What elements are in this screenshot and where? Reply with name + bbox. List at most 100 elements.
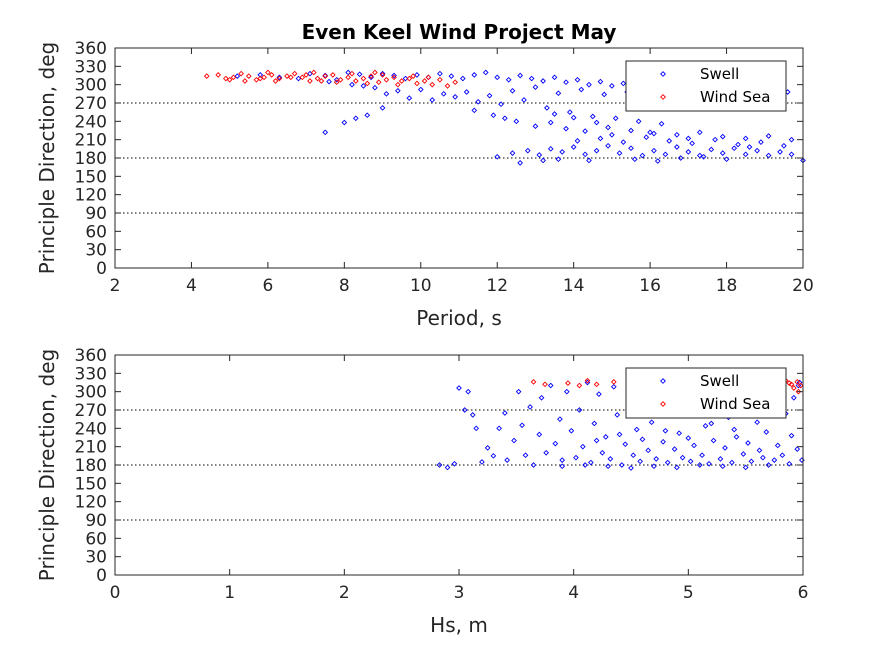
data-point <box>532 84 539 90</box>
data-point <box>322 73 329 79</box>
data-point <box>689 140 695 147</box>
data-point <box>502 410 508 416</box>
data-point <box>708 146 715 153</box>
legend-box <box>625 60 787 112</box>
data-point <box>616 150 623 156</box>
data-point <box>502 115 508 122</box>
data-point <box>788 381 795 388</box>
legend: Swell Wind Sea <box>625 60 787 112</box>
y-tick-label: 120 <box>75 186 107 206</box>
data-point <box>364 80 371 87</box>
data-point <box>479 459 485 465</box>
data-point <box>360 83 367 89</box>
data-point <box>706 460 712 467</box>
data-point <box>591 420 598 427</box>
data-point <box>505 76 512 83</box>
data-point <box>245 73 252 79</box>
data-point <box>456 385 462 391</box>
legend-label: Wind Sea <box>700 88 770 106</box>
y-tick-label: 300 <box>75 76 107 96</box>
data-point <box>552 440 559 447</box>
data-point <box>461 407 468 413</box>
data-point <box>517 160 523 166</box>
data-point <box>326 78 332 85</box>
data-point <box>754 419 760 426</box>
data-point <box>496 425 502 432</box>
data-point <box>352 115 359 122</box>
data-point <box>494 153 501 160</box>
data-point <box>765 152 772 159</box>
data-point <box>486 92 493 99</box>
data-point <box>786 380 793 386</box>
data-point <box>700 153 707 160</box>
data-point <box>620 80 627 87</box>
data-point <box>597 135 604 142</box>
data-point <box>605 142 611 149</box>
x-tick-label: 8 <box>339 276 350 296</box>
data-point <box>513 118 520 125</box>
data-point <box>349 70 355 77</box>
data-point <box>352 78 359 84</box>
data-point <box>628 127 634 134</box>
x-tick-label: 5 <box>683 583 694 603</box>
data-point <box>685 135 692 142</box>
data-point <box>717 456 724 462</box>
data-point <box>484 445 491 451</box>
data-point <box>645 447 652 454</box>
data-point <box>547 382 554 389</box>
data-point <box>310 69 317 76</box>
data-point <box>639 152 646 159</box>
data-point <box>406 95 413 101</box>
x-tick-label: 18 <box>716 276 738 296</box>
legend-marker <box>660 71 666 77</box>
y-tick-label: 210 <box>75 131 107 151</box>
data-point <box>530 379 537 385</box>
data-point <box>395 87 401 94</box>
y-tick-label: 0 <box>96 259 107 279</box>
data-point <box>740 451 747 457</box>
data-point <box>223 75 229 82</box>
data-point <box>609 131 615 138</box>
data-point <box>677 155 684 161</box>
x-tick-label: 14 <box>563 276 585 296</box>
data-point <box>589 113 596 120</box>
y-tick-label: 60 <box>85 222 107 242</box>
data-point <box>605 124 611 131</box>
data-point <box>599 449 606 456</box>
data-point <box>544 105 550 111</box>
data-point <box>444 83 451 89</box>
data-point <box>731 426 738 433</box>
data-point <box>303 72 309 78</box>
data-point <box>580 443 586 450</box>
data-point <box>745 440 751 446</box>
data-point <box>337 76 344 83</box>
data-point <box>295 75 302 82</box>
data-point <box>473 425 480 432</box>
y-tick-label: 60 <box>85 529 107 549</box>
data-point <box>379 105 386 111</box>
data-point <box>748 458 755 465</box>
data-point <box>635 118 642 125</box>
legend-label: Swell <box>700 65 739 83</box>
data-point <box>536 152 543 158</box>
data-point <box>383 76 390 83</box>
data-point <box>648 419 655 426</box>
data-point <box>490 452 497 459</box>
data-point <box>448 73 455 79</box>
period-direction-plot: 2 4 6 8 10 12 14 16 18 20 030609012015018021024027… <box>35 39 814 330</box>
data-point <box>651 463 657 470</box>
data-point <box>735 141 741 148</box>
data-point <box>708 420 715 427</box>
data-point <box>557 416 563 423</box>
data-point <box>568 427 575 434</box>
data-point <box>662 427 669 434</box>
data-point <box>330 72 336 78</box>
y-tick-label: 330 <box>75 364 107 384</box>
data-point <box>612 115 619 122</box>
data-point <box>633 426 640 433</box>
data-point <box>795 382 802 389</box>
data-point <box>582 151 588 158</box>
data-point <box>691 442 697 449</box>
data-point <box>660 438 666 445</box>
